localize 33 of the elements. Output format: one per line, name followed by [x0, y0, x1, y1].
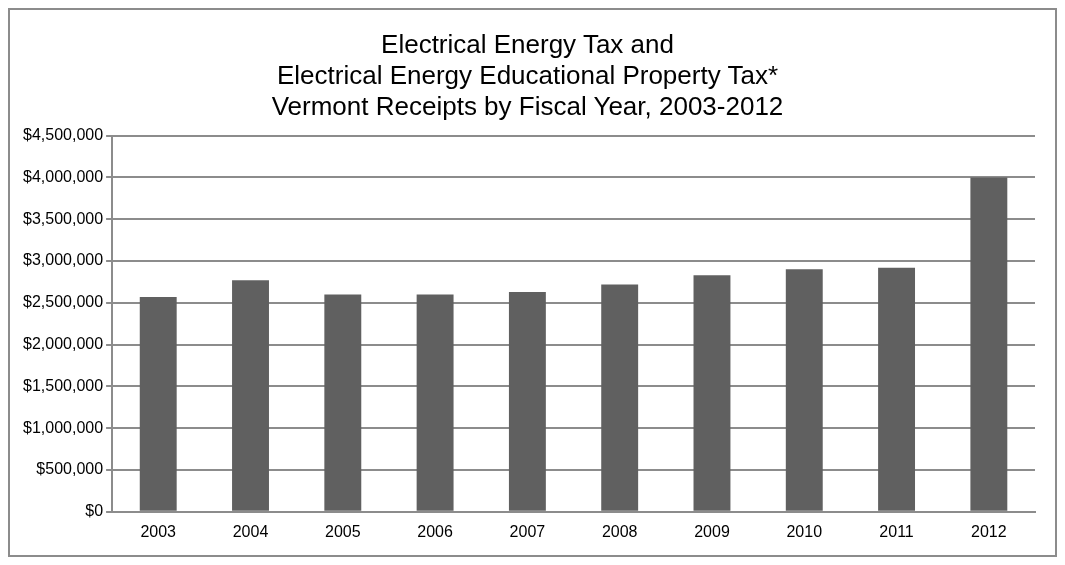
x-tick-label: 2011	[879, 522, 914, 540]
x-tick-label: 2003	[140, 522, 177, 540]
y-tick-label: $4,000,000	[23, 167, 104, 185]
bar	[324, 294, 362, 511]
x-tick-label: 2007	[509, 522, 546, 540]
x-tick-label: 2008	[601, 522, 638, 540]
x-tick-label: 2005	[325, 522, 361, 540]
bar	[508, 291, 546, 511]
y-tick-label: $1,500,000	[23, 376, 104, 394]
bar	[416, 294, 454, 511]
text: Electrical Energy Tax and	[381, 28, 674, 59]
text: Vermont Receipts by Fiscal Year, 2003-2012	[271, 91, 784, 122]
y-tick-label: $2,000,000	[23, 335, 104, 353]
bar	[601, 284, 639, 511]
y-tick-label: $1,000,000	[23, 418, 104, 436]
y-tick-label: $2,500,000	[23, 293, 104, 311]
x-tick-label: 2012	[971, 522, 1007, 540]
y-tick-label: $4,500,000	[23, 126, 104, 144]
y-tick-label: $3,500,000	[23, 209, 104, 227]
bar	[232, 280, 269, 511]
x-tick-label: 2010	[786, 522, 823, 540]
y-tick-label: $3,000,000	[23, 251, 104, 269]
bar	[970, 177, 1008, 511]
bar	[139, 296, 177, 511]
y-tick-label: $500,000	[36, 460, 104, 478]
bar	[785, 269, 823, 511]
text: Electrical Energy Educational Property Tax*	[277, 59, 778, 90]
x-tick-label: 2009	[694, 522, 730, 540]
bar	[878, 267, 916, 511]
x-tick-label: 2006	[417, 522, 453, 540]
x-tick-label: 2004	[232, 522, 269, 540]
y-tick-label: $0	[85, 502, 104, 520]
bar	[693, 275, 731, 511]
